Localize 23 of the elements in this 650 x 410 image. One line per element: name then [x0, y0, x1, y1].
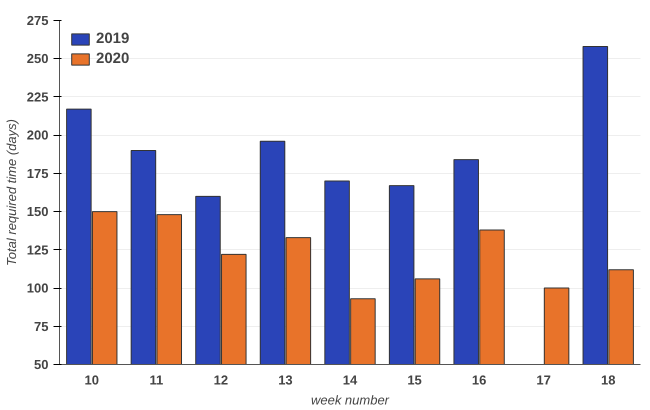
x-tick-label: 17 — [536, 372, 551, 388]
y-tick-label: 225 — [26, 89, 49, 104]
x-tick-label: 14 — [342, 372, 358, 388]
y-tick-label: 200 — [26, 128, 49, 143]
y-tick-label: 75 — [34, 318, 49, 334]
x-tick-label: 16 — [472, 372, 486, 388]
y-tick-label: 275 — [26, 13, 49, 28]
y-tick-label: 50 — [34, 357, 49, 372]
y-tick-label: 150 — [26, 204, 49, 220]
legend-label: 2020 — [96, 50, 130, 67]
y-tick-label: 250 — [26, 51, 49, 66]
x-tick-label: 13 — [278, 372, 293, 388]
x-tick-label: 18 — [600, 372, 616, 388]
y-tick-label: 125 — [26, 242, 49, 258]
x-tick-label: 12 — [214, 372, 228, 388]
y-axis-title: Total required time (days) — [4, 119, 19, 266]
legend-label: 2019 — [96, 30, 130, 47]
y-tick-label: 175 — [26, 166, 49, 181]
x-axis-title: week number — [310, 392, 390, 408]
x-tick-label: 11 — [149, 372, 164, 388]
y-tick-label: 100 — [26, 280, 49, 296]
x-tick-label: 10 — [84, 372, 100, 388]
x-tick-label: 15 — [407, 372, 422, 388]
